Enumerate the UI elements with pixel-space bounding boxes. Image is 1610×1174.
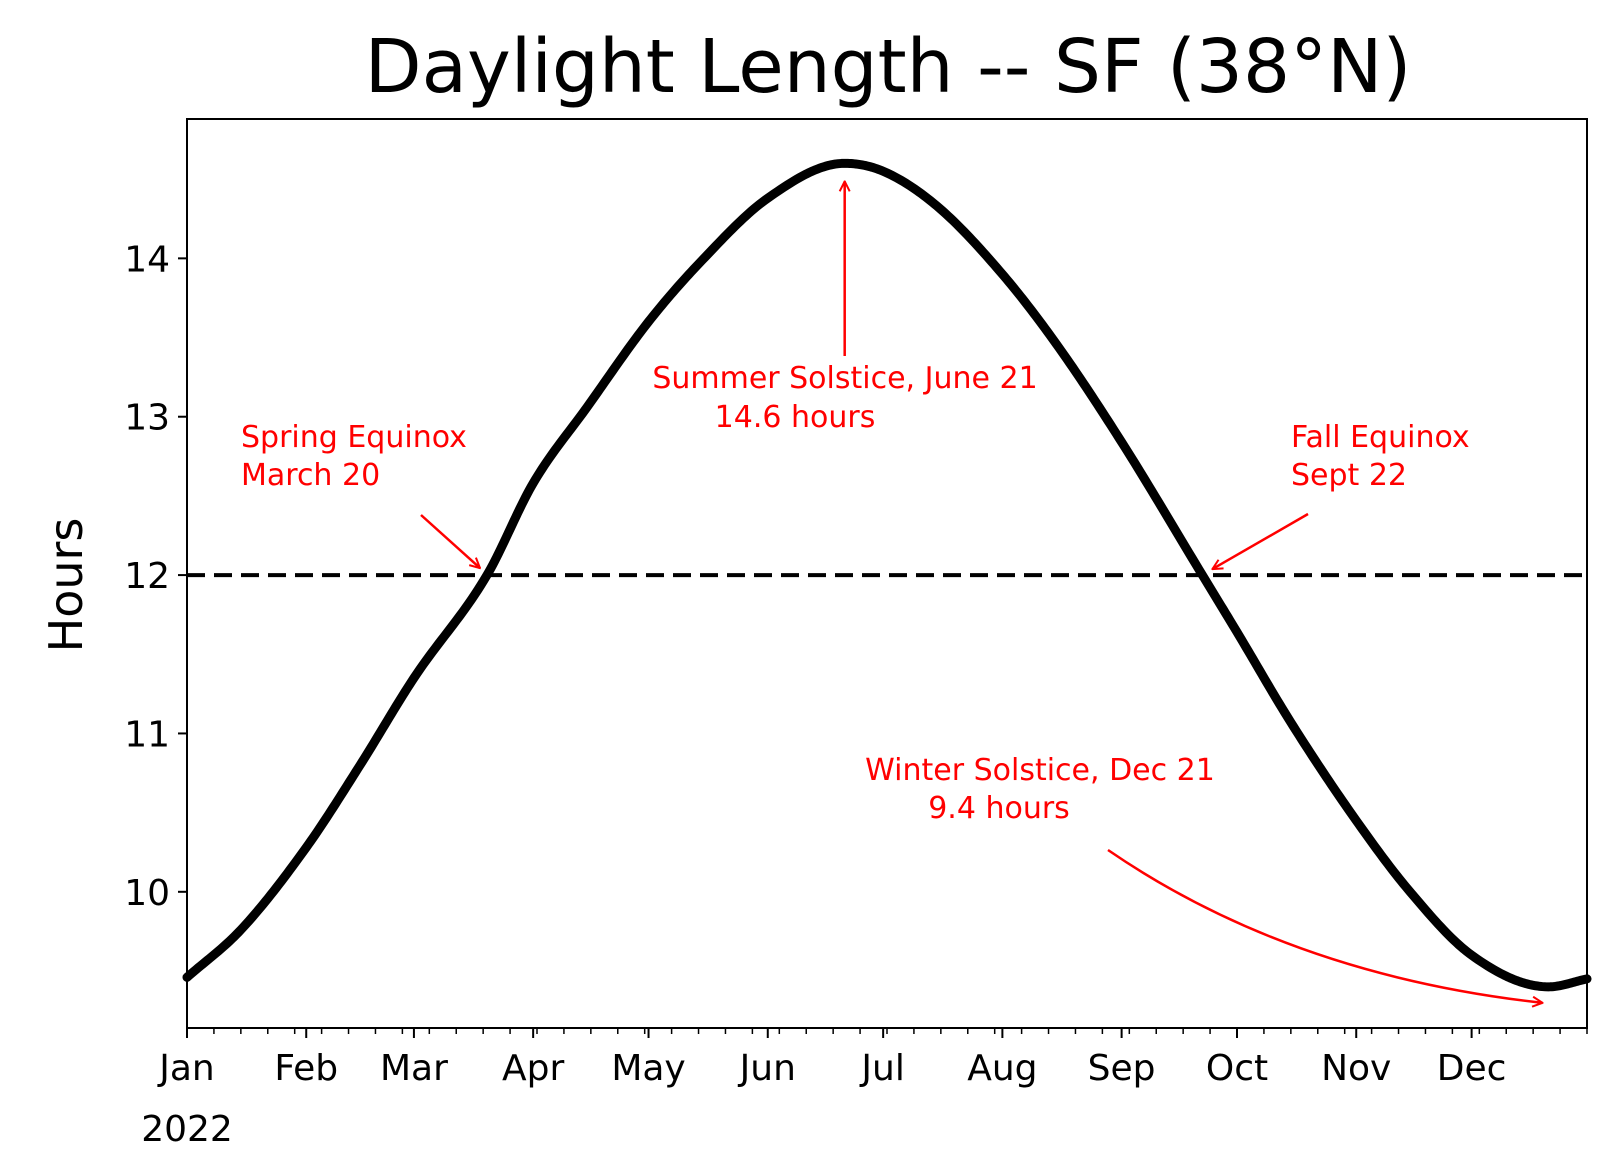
chart-title: Daylight Length -- SF (38°N) (365, 24, 1412, 110)
annotations: Summer Solstice, June 21 14.6 hours Spring… (241, 181, 1543, 1002)
annotation-summer-solstice: Summer Solstice, June 21 14.6 hours (652, 181, 1038, 435)
annotation-summer-solstice-line-1: Summer Solstice, June 21 (652, 361, 1037, 396)
y-tick-label-13: 13 (124, 398, 170, 439)
x-tick-label-may: May (611, 1048, 685, 1089)
y-tick-label-14: 14 (124, 239, 170, 280)
annotation-winter-solstice-arrow (1107, 848, 1543, 1003)
x-tick-label-sep: Sep (1088, 1048, 1156, 1089)
annotation-spring-equinox-line-1: Spring Equinox (241, 420, 467, 455)
y-tick-label-10: 10 (124, 873, 170, 914)
annotation-summer-solstice-line-2: 14.6 hours (715, 400, 876, 435)
annotation-fall-equinox-line-2: Sept 22 (1291, 458, 1407, 493)
x-tick-label-nov: Nov (1321, 1048, 1391, 1089)
x-tick-label-apr: Apr (502, 1048, 564, 1089)
x-tick-label-aug: Aug (967, 1048, 1037, 1089)
x-tick-label-jul: Jul (859, 1048, 904, 1089)
annotation-fall-equinox-line-1: Fall Equinox (1291, 420, 1470, 455)
y-axis-label: Hours (39, 518, 93, 653)
x-tick-label-jun: Jun (738, 1048, 796, 1089)
x-tick-label-mar: Mar (380, 1048, 448, 1089)
x-tick-label-dec: Dec (1437, 1048, 1507, 1089)
x-axis-year-label: 2022 (141, 1109, 233, 1150)
annotation-spring-equinox-line-2: March 20 (241, 458, 380, 493)
annotation-winter-solstice-line-2: 9.4 hours (928, 791, 1070, 826)
x-tick-label-feb: Feb (274, 1048, 338, 1089)
x-tick-label-jan: Jan (157, 1048, 215, 1089)
annotation-winter-solstice-line-1: Winter Solstice, Dec 21 (865, 753, 1215, 788)
annotation-fall-equinox-arrow (1212, 512, 1309, 569)
y-tick-label-12: 12 (124, 556, 170, 597)
axes: 10 11 12 13 14 Jan Feb Mar Apr May Jun Jul Aug Sep Oct… (124, 118, 1588, 1089)
annotation-winter-solstice: Winter Solstice, Dec 219.4 hours (865, 753, 1542, 1003)
y-tick-label-11: 11 (124, 714, 170, 755)
plot-area (182, 158, 1592, 992)
x-tick-label-oct: Oct (1206, 1048, 1268, 1089)
series-line-daylight (182, 158, 1592, 992)
annotation-spring-equinox-arrow (420, 514, 480, 568)
